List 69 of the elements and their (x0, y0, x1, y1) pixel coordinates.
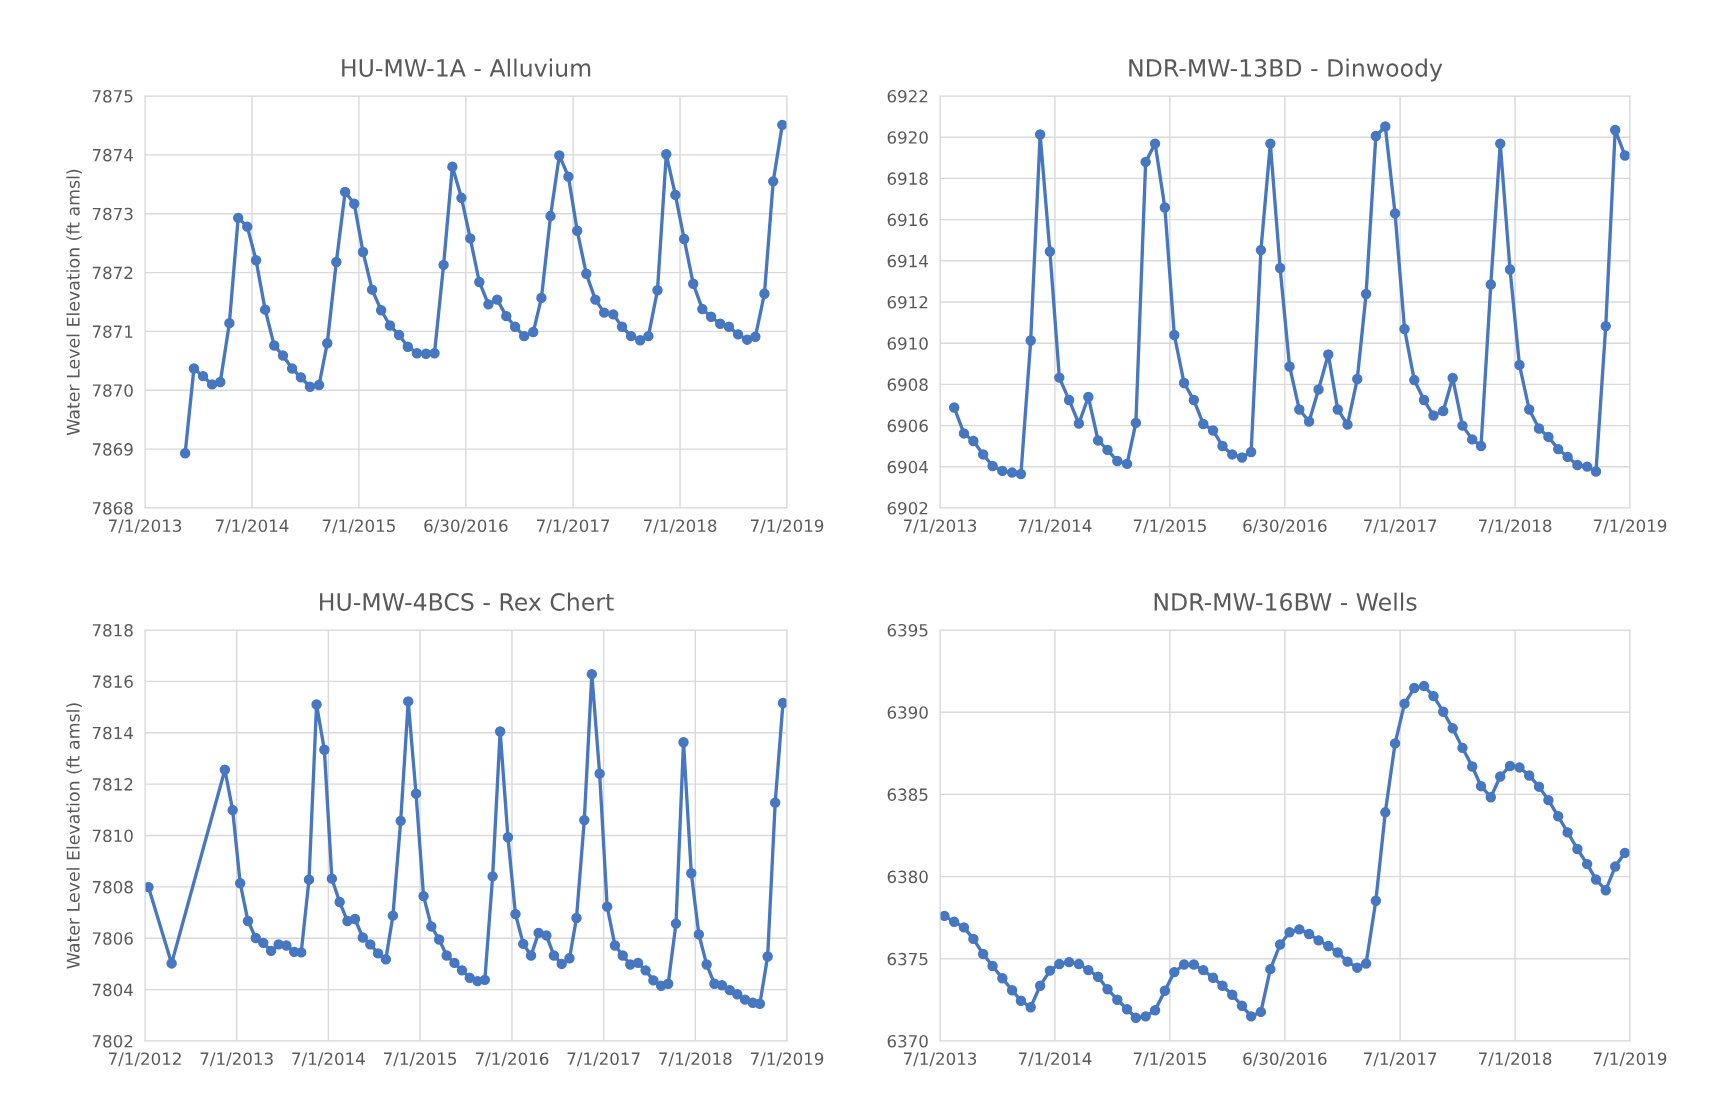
x-tick-label: 7/1/2018 (1478, 519, 1552, 534)
y-axis-title: Water Level Elevation (ft amsl) (66, 703, 82, 969)
y-tick-label: 7810 (92, 829, 133, 843)
y-tick-label: 7814 (92, 726, 133, 740)
y-tick-label: 7873 (92, 207, 133, 221)
x-tick-label: 7/1/2015 (322, 519, 395, 534)
chart-title: NDR-MW-16BW - Wells (1154, 592, 1417, 611)
x-tick-label: 7/1/2013 (903, 1052, 977, 1067)
x-tick-label: 7/1/2017 (567, 1052, 640, 1067)
y-tick-label: 7816 (92, 675, 133, 688)
y-tick-label: 6912 (887, 295, 928, 309)
y-tick-label: 7868 (92, 501, 133, 515)
y-tick-label: 6395 (887, 623, 928, 637)
x-tick-label: 6/30/2016 (1243, 1052, 1327, 1067)
y-tick-label: 7872 (92, 266, 133, 280)
y-tick-label: 7812 (92, 778, 133, 791)
y-tick-label: 6904 (887, 460, 928, 474)
x-tick-label: 7/1/2013 (903, 519, 977, 534)
x-tick-label: 7/1/2017 (537, 519, 610, 534)
y-tick-label: 6910 (887, 337, 928, 350)
x-tick-label: 7/1/2014 (215, 519, 289, 534)
x-tick-label: 7/1/2019 (1593, 1052, 1667, 1067)
y-axis-title: Water Level Elevation (ft amsl) (66, 169, 82, 436)
y-tick-label: 6390 (887, 706, 928, 719)
y-tick-label: 7870 (92, 384, 133, 397)
y-tick-label: 7806 (92, 932, 133, 945)
x-tick-label: 7/1/2016 (475, 1052, 549, 1067)
y-tick-label: 7869 (92, 443, 133, 456)
y-tick-label: 6908 (887, 378, 928, 391)
y-tick-label: 6902 (887, 501, 928, 515)
x-tick-label: 7/1/2015 (383, 1052, 457, 1067)
y-tick-label: 6920 (887, 131, 928, 144)
x-tick-label: 7/1/2019 (750, 519, 824, 534)
y-tick-label: 6918 (887, 172, 928, 185)
x-tick-label: 6/30/2016 (424, 519, 508, 534)
chart-title: HU-MW-1A - Alluvium (342, 58, 591, 77)
chart-title: HU-MW-4BCS - Rex Chert (320, 592, 614, 611)
x-tick-label: 7/1/2018 (1478, 1052, 1552, 1067)
x-tick-label: 7/1/2014 (1018, 1052, 1092, 1067)
y-tick-label: 6380 (887, 870, 928, 884)
x-tick-label: 7/1/2019 (750, 1052, 824, 1067)
x-tick-label: 7/1/2013 (200, 1052, 273, 1067)
x-tick-label: 7/1/2015 (1133, 1052, 1206, 1067)
x-tick-label: 7/1/2017 (1364, 519, 1437, 534)
y-tick-label: 7804 (92, 983, 133, 997)
y-tick-label: 7871 (92, 325, 133, 338)
y-tick-label: 6914 (887, 254, 928, 268)
y-tick-label: 7808 (92, 880, 133, 894)
y-tick-label: 6370 (887, 1034, 928, 1048)
x-tick-label: 7/1/2018 (659, 1052, 732, 1067)
chart-title: NDR-MW-13BD - Dinwoody (1129, 58, 1443, 82)
x-tick-label: 7/1/2018 (643, 519, 717, 534)
x-tick-label: 7/1/2015 (1133, 519, 1206, 534)
x-tick-label: 7/1/2012 (108, 1052, 181, 1067)
x-tick-label: 7/1/2019 (1593, 519, 1667, 534)
y-tick-label: 6922 (887, 89, 928, 103)
x-tick-label: 7/1/2017 (1364, 1052, 1437, 1067)
x-tick-label: 7/1/2013 (108, 519, 182, 534)
y-tick-label: 7874 (92, 148, 133, 162)
x-tick-label: 6/30/2016 (1243, 519, 1327, 534)
y-tick-label: 6375 (887, 952, 928, 966)
y-tick-label: 6906 (887, 419, 928, 433)
y-tick-label: 6916 (887, 213, 928, 227)
y-tick-label: 7818 (92, 623, 133, 637)
x-tick-label: 7/1/2014 (1018, 519, 1092, 534)
y-tick-label: 6385 (887, 788, 928, 801)
y-tick-label: 7875 (92, 89, 133, 103)
y-tick-label: 7802 (92, 1034, 133, 1048)
x-tick-label: 7/1/2014 (292, 1052, 365, 1067)
